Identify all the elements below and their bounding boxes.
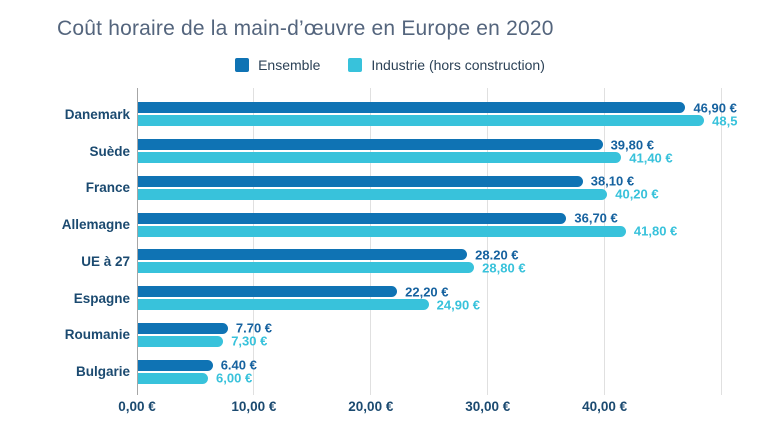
gridline <box>486 88 488 395</box>
grid-layer <box>137 88 780 395</box>
bar-ensemble <box>138 249 468 261</box>
legend: Ensemble Industrie (hors construction) <box>0 56 780 74</box>
x-tick-label: 0,00 € <box>118 399 156 414</box>
bar-track: 41,40 € <box>138 150 780 166</box>
gridline <box>603 88 605 395</box>
category-label: Bulgarie <box>75 364 130 380</box>
bar-track: 28.20 € <box>138 247 780 263</box>
bar-ensemble <box>138 359 213 371</box>
x-tick-label: 40,00 € <box>582 399 628 414</box>
bar-value-label: 48,5 <box>712 113 738 129</box>
bar-value-label: 7,30 € <box>231 333 268 349</box>
bar-industrie <box>138 188 608 200</box>
gridline <box>252 88 254 395</box>
bar-track: 7,30 € <box>138 333 780 349</box>
bar-track: 6,00 € <box>138 370 780 386</box>
legend-item-ensemble: Ensemble <box>235 57 320 73</box>
bar-value-label: 22,20 € <box>405 284 449 300</box>
bar-value-label: 28.20 € <box>475 247 519 263</box>
bar-track: 24,90 € <box>138 297 780 313</box>
bar-industrie <box>138 372 209 384</box>
bar-value-label: 38,10 € <box>590 173 635 189</box>
bar-ensemble <box>138 102 686 114</box>
bar-track: 38,10 € <box>138 173 780 189</box>
category-label: France <box>85 180 130 196</box>
gridline <box>720 88 722 395</box>
bar-track: 6.40 € <box>138 357 780 373</box>
bar-track: 40,20 € <box>138 186 780 202</box>
bar-industrie <box>138 152 622 164</box>
bar-ensemble <box>138 212 567 224</box>
x-tick-label: 10,00 € <box>231 399 277 414</box>
bar-value-label: 6,00 € <box>216 370 253 386</box>
bar-group: 38,10 €40,20 € <box>138 170 780 207</box>
legend-swatch-icon <box>235 58 250 72</box>
bar-industrie <box>138 225 626 237</box>
bar-value-label: 39,80 € <box>610 137 654 153</box>
bar-track: 41,80 € <box>138 223 780 239</box>
category-label: Suède <box>89 143 130 159</box>
bar-track: 48,5 <box>138 113 780 129</box>
bar-industrie <box>138 115 705 127</box>
category-label: Espagne <box>73 290 130 306</box>
plot-rows: 46,90 €48,5 39,80 €41,40 €38,10 €40,20 €3… <box>138 96 780 390</box>
legend-label: Industrie (hors construction) <box>371 57 545 73</box>
category-column: Danemark Suède France Allemagne UE à 27 Espag… <box>0 96 130 390</box>
bar-industrie <box>138 262 475 274</box>
bar-value-label: 46,90 € <box>693 100 737 116</box>
bar-ensemble <box>138 175 583 187</box>
bar-track: 36,70 € <box>138 210 780 226</box>
bar-group: 39,80 €41,40 € <box>138 133 780 170</box>
category-label: Roumanie <box>64 327 130 343</box>
bar-value-label: 7.70 € <box>235 320 273 336</box>
bar-track: 39,80 € <box>138 137 780 153</box>
x-tick-label: 30,00 € <box>465 399 511 414</box>
bar-ensemble <box>138 139 603 151</box>
bar-group: 46,90 €48,5 <box>138 96 780 133</box>
bar-group: 36,70 € 41,80 € <box>138 206 780 243</box>
x-axis: 0,00 € 10,00 € 20,00 € 30,00 € 40,00 € <box>118 399 780 417</box>
y-axis-line <box>137 88 138 395</box>
bar-group: 6.40 €6,00 € <box>138 353 780 390</box>
chart-title: Coût horaire de la main-d’œuvre en Europ… <box>57 17 554 40</box>
category-label: Allemagne <box>61 217 130 233</box>
bar-value-label: 40,20 € <box>615 186 659 202</box>
bar-track: 22,20 € <box>138 284 780 300</box>
bar-value-label: 6.40 € <box>220 357 257 373</box>
bar-industrie <box>138 299 429 311</box>
bar-track: 7.70 € <box>138 320 780 336</box>
gridline <box>369 88 371 395</box>
category-label: UE à 27 <box>81 253 130 269</box>
bar-value-label: 41,40 € <box>629 150 673 166</box>
bar-value-label: 36,70 € <box>574 210 618 226</box>
x-tick-label: 20,00 € <box>348 399 394 414</box>
bar-industrie <box>138 335 224 347</box>
bar-track: 28,80 € <box>138 260 780 276</box>
category-label: Danemark <box>64 106 130 122</box>
bar-track: 46,90 € <box>138 100 780 116</box>
bar-group: 7.70 €7,30 € <box>138 317 780 354</box>
bar-ensemble <box>138 286 398 298</box>
bar-ensemble <box>138 322 228 334</box>
bar-value-label: 28,80 € <box>482 260 526 276</box>
bar-value-label: 24,90 € <box>436 297 481 313</box>
bar-group: 28.20 €28,80 € <box>138 243 780 280</box>
legend-item-industrie: Industrie (hors construction) <box>348 57 545 73</box>
legend-label: Ensemble <box>258 57 321 73</box>
bar-group: 22,20 €24,90 € <box>138 280 780 317</box>
bar-value-label: 41,80 € <box>633 223 678 239</box>
legend-swatch-icon <box>348 58 363 72</box>
